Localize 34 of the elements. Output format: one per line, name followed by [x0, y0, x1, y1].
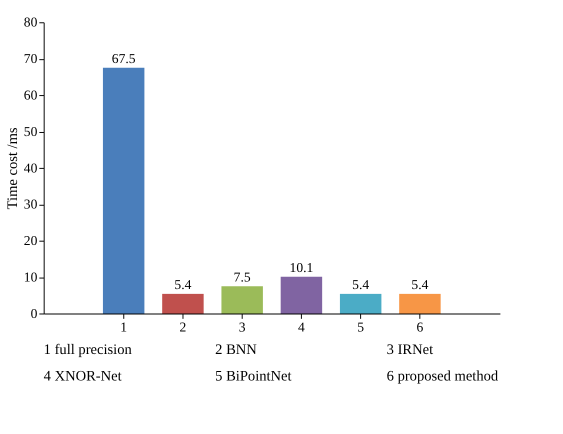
y-tick-label: 40 [24, 160, 38, 176]
text: 6 proposed method [386, 368, 499, 385]
bar [102, 68, 144, 314]
text: 4 XNOR-Net [44, 368, 122, 385]
data-label: 7.5 [234, 269, 251, 284]
text: 1 full precision [44, 342, 132, 358]
bar [162, 294, 204, 314]
y-tick-label: 10 [24, 269, 38, 284]
text: 5 BiPointNet [215, 368, 292, 385]
y-tick-label: 30 [24, 196, 38, 212]
bar [340, 294, 382, 314]
y-tick-label: 20 [24, 233, 38, 248]
data-label: 5.4 [174, 276, 192, 292]
y-tick-label: 70 [24, 51, 38, 66]
x-tick-label: 5 [357, 319, 364, 334]
y-tick-label: 0 [30, 306, 38, 321]
x-tick-label: 3 [238, 319, 246, 334]
y-axis-title: Time cost /ms [4, 127, 21, 210]
data-label: 10.1 [290, 260, 314, 275]
bar [399, 294, 441, 314]
bar [221, 286, 263, 314]
x-tick-label: 6 [416, 319, 424, 334]
text: 2 BNN [215, 342, 258, 358]
data-label: 5.4 [411, 276, 429, 292]
y-tick-label: 80 [24, 14, 38, 30]
data-label: 5.4 [352, 276, 370, 292]
x-tick-label: 4 [298, 319, 306, 334]
data-label: 67.5 [112, 50, 136, 66]
bar [280, 276, 322, 314]
x-tick-label: 1 [120, 319, 128, 334]
y-tick-label: 50 [24, 124, 38, 139]
y-tick-label: 60 [24, 87, 38, 102]
x-tick-label: 2 [180, 319, 187, 334]
text: 3 IRNet [386, 342, 434, 358]
